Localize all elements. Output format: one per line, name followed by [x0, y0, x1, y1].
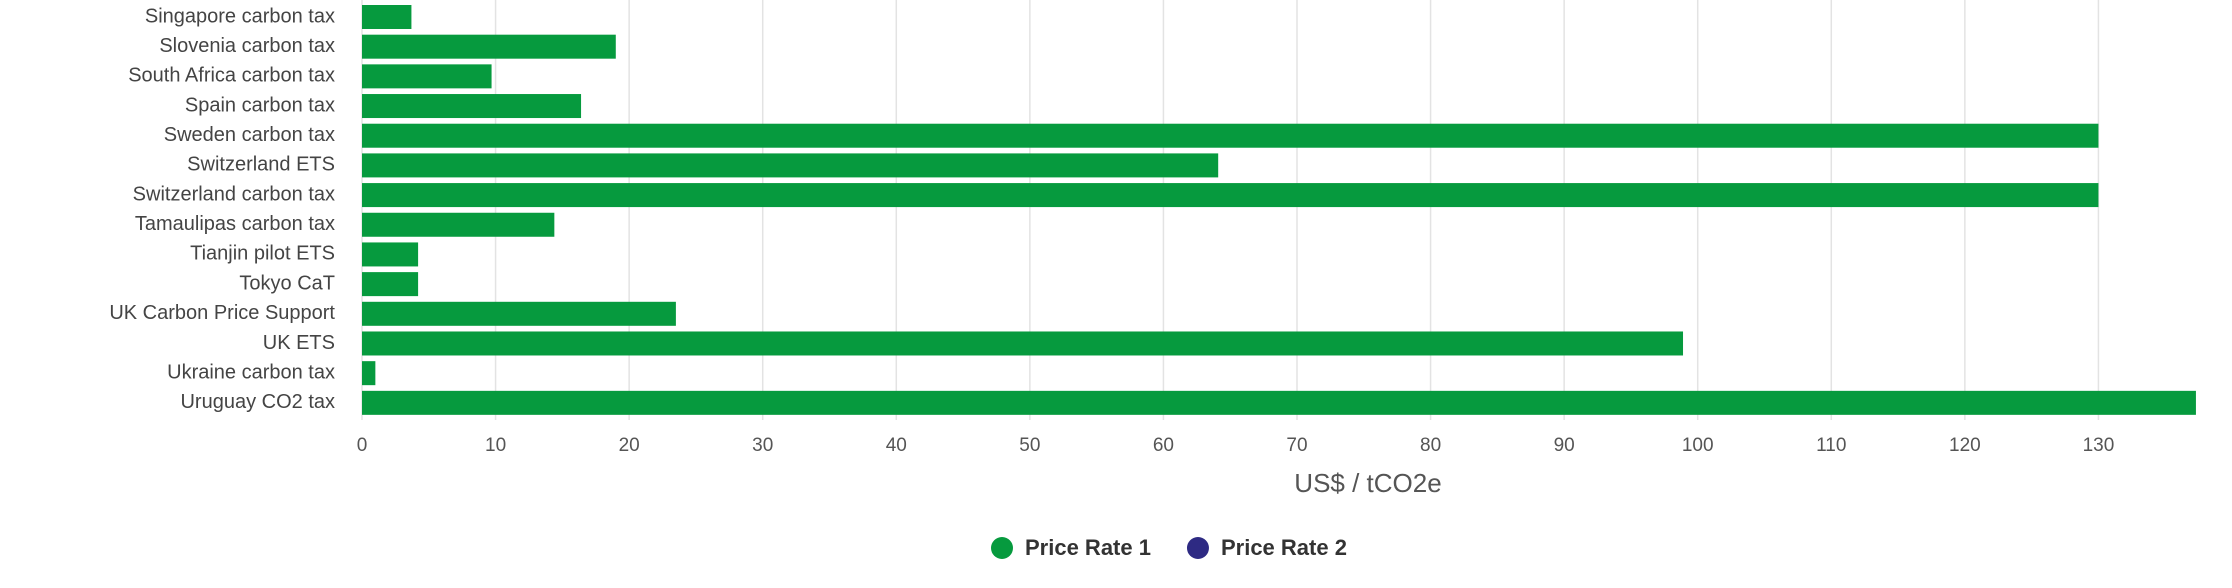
- y-tick-label: South Africa carbon tax: [128, 65, 335, 87]
- x-tick-label: 60: [1153, 435, 1174, 456]
- bar: [362, 183, 2099, 208]
- y-tick-label: UK Carbon Price Support: [109, 302, 335, 324]
- bar: [362, 153, 1219, 178]
- bar: [362, 212, 555, 237]
- bar: [362, 123, 2099, 148]
- x-axis-title: US$ / tCO2e: [1294, 468, 1441, 498]
- x-tick-label: 50: [1019, 435, 1040, 456]
- y-tick-label: Tamaulipas carbon tax: [135, 213, 335, 235]
- y-tick-label: Switzerland carbon tax: [133, 183, 335, 205]
- y-tick-label: Singapore carbon tax: [145, 5, 335, 27]
- bar: [362, 301, 676, 326]
- bar: [362, 390, 2196, 415]
- x-tick-label: 90: [1554, 435, 1575, 456]
- legend-marker: [1186, 537, 1209, 559]
- y-tick-label: Tianjin pilot ETS: [190, 243, 335, 265]
- bar: [362, 242, 419, 267]
- bar: [362, 361, 376, 386]
- y-tick-label: Tokyo CaT: [239, 272, 335, 294]
- legend-marker: [991, 537, 1013, 559]
- bar: [362, 94, 582, 119]
- y-tick-label: Ukraine carbon tax: [167, 361, 335, 383]
- x-tick-label: 100: [1682, 435, 1714, 456]
- x-tick-label: 30: [752, 435, 773, 456]
- x-tick-label: 110: [1816, 435, 1846, 456]
- y-tick-label: UK ETS: [263, 332, 335, 354]
- bar: [362, 64, 492, 89]
- x-tick-label: 130: [2083, 435, 2115, 456]
- legend-label: Price Rate 2: [1221, 535, 1347, 560]
- x-tick-label: 80: [1420, 435, 1441, 456]
- x-tick-label: 70: [1286, 435, 1307, 456]
- bar: [362, 34, 616, 59]
- bar: [362, 5, 412, 29]
- x-tick-label: 40: [886, 435, 907, 456]
- y-tick-label: Sweden carbon tax: [164, 124, 335, 146]
- x-tick-label: 120: [1949, 435, 1981, 456]
- y-tick-label: Uruguay CO2 tax: [180, 391, 335, 413]
- legend-label: Price Rate 1: [1025, 535, 1151, 560]
- x-tick-label: 10: [485, 435, 506, 456]
- y-tick-label: Spain carbon tax: [185, 94, 335, 116]
- x-tick-label: 0: [357, 435, 368, 456]
- bar: [362, 272, 419, 297]
- grid: [361, 0, 2100, 420]
- y-tick-label: Switzerland ETS: [187, 154, 335, 176]
- x-tick-label: 20: [619, 435, 640, 456]
- bar: [362, 331, 1684, 356]
- y-tick-label: Slovenia carbon tax: [159, 35, 335, 57]
